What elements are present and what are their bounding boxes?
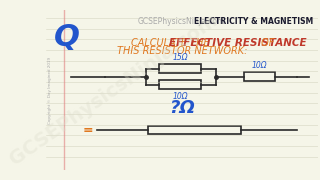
- Text: ?Ω: ?Ω: [169, 99, 195, 117]
- Text: 10Ω: 10Ω: [252, 61, 268, 70]
- Text: GCSEPhysicsNinja.com: GCSEPhysicsNinja.com: [138, 17, 226, 26]
- Text: 15Ω: 15Ω: [172, 53, 188, 62]
- Bar: [159, 64, 201, 73]
- Text: 10Ω: 10Ω: [172, 92, 188, 101]
- Bar: [159, 80, 201, 89]
- Text: THIS RESISTOR NETWORK:: THIS RESISTOR NETWORK:: [116, 46, 247, 57]
- Text: EFFECTIVE RESISTANCE: EFFECTIVE RESISTANCE: [169, 39, 307, 48]
- Text: OF: OF: [259, 39, 275, 48]
- Text: CALCULATE THE: CALCULATE THE: [131, 39, 212, 48]
- Text: ELECTRICITY & MAGNETISM: ELECTRICITY & MAGNETISM: [195, 17, 314, 26]
- Text: Q: Q: [54, 23, 80, 52]
- Text: Copyright © Day Imagined 2019: Copyright © Day Imagined 2019: [48, 57, 52, 123]
- Text: =: =: [83, 124, 93, 137]
- Bar: [244, 72, 276, 81]
- Bar: [148, 126, 241, 134]
- Text: GCSEPhysicsNinja.com: GCSEPhysicsNinja.com: [6, 11, 221, 169]
